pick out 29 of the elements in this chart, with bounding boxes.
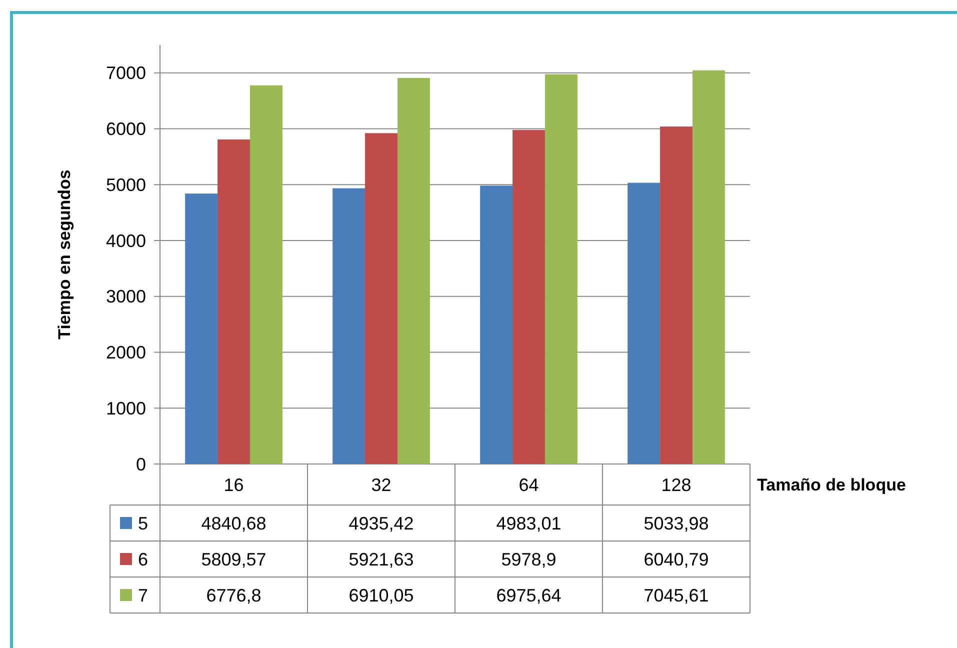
x-tick-label: 32 bbox=[371, 474, 392, 495]
data-label: 6040,79 bbox=[644, 549, 709, 570]
data-label: 5921,63 bbox=[348, 549, 414, 570]
data-label: 6975,64 bbox=[496, 585, 562, 606]
y-tick-label: 0 bbox=[136, 454, 146, 474]
y-tick-label: 4000 bbox=[106, 230, 146, 251]
data-label: 5809,57 bbox=[201, 549, 266, 570]
x-axis-title: Tamaño de bloque bbox=[757, 475, 906, 494]
y-tick-label: 5000 bbox=[106, 174, 146, 195]
legend-label: 6 bbox=[138, 549, 148, 570]
data-label: 5978,9 bbox=[501, 549, 556, 570]
data-label: 7045,61 bbox=[644, 585, 709, 606]
data-label: 4983,01 bbox=[496, 513, 562, 534]
legend-label: 7 bbox=[138, 585, 148, 606]
y-tick-label: 3000 bbox=[106, 286, 146, 307]
data-label: 4935,42 bbox=[348, 513, 414, 534]
data-label: 5033,98 bbox=[644, 513, 709, 534]
y-tick-label: 7000 bbox=[106, 63, 146, 84]
data-label: 6910,05 bbox=[348, 585, 414, 606]
x-tick-label: 16 bbox=[224, 474, 244, 495]
x-tick-label: 64 bbox=[518, 474, 539, 495]
data-label: 4840,68 bbox=[201, 513, 266, 534]
y-tick-label: 1000 bbox=[106, 398, 146, 418]
y-tick-label: 2000 bbox=[106, 342, 146, 363]
data-label: 6776,8 bbox=[206, 585, 262, 606]
y-tick-label: 6000 bbox=[106, 119, 146, 140]
legend-label: 5 bbox=[138, 513, 148, 534]
y-axis-title: Tiempo en segundos bbox=[55, 170, 74, 340]
x-tick-label: 128 bbox=[661, 474, 692, 495]
